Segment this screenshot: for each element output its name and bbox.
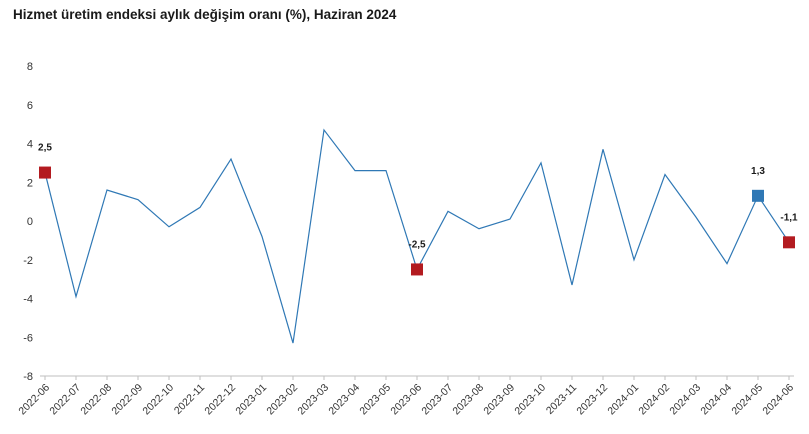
x-tick-label: 2023-12 (574, 382, 610, 418)
x-tick-label: 2023-04 (326, 382, 362, 418)
data-label: 1,3 (751, 166, 765, 177)
x-axis-ticks: 2022-062022-072022-082022-092022-102022-… (16, 376, 796, 417)
x-tick-label: 2022-09 (109, 382, 145, 418)
y-tick-label: 8 (27, 61, 33, 73)
highlight-markers: 2,5 -2,5 1,3 -1,1 (38, 143, 798, 276)
y-tick-label: -2 (23, 255, 33, 267)
x-tick-label: 2023-01 (233, 382, 269, 418)
x-tick-label: 2023-06 (388, 382, 424, 418)
x-tick-label: 2023-11 (544, 382, 579, 417)
x-tick-label: 2024-03 (667, 382, 703, 418)
x-tick-label: 2023-05 (357, 382, 393, 418)
highlight-marker (39, 166, 51, 179)
highlight-marker (783, 236, 795, 249)
x-tick-label: 2024-02 (636, 382, 672, 418)
x-tick-label: 2022-08 (78, 382, 114, 418)
x-tick-label: 2022-11 (172, 382, 207, 417)
x-tick-label: 2023-10 (512, 382, 548, 418)
y-tick-label: 0 (27, 216, 33, 228)
x-tick-label: 2023-03 (295, 382, 331, 418)
x-tick-label: 2024-04 (698, 382, 734, 418)
series-line (44, 128, 790, 344)
x-tick-label: 2024-01 (605, 382, 641, 418)
y-tick-label: -8 (23, 371, 33, 383)
data-label: -2,5 (408, 239, 426, 250)
x-tick-label: 2022-07 (47, 382, 83, 418)
x-tick-label: 2022-06 (16, 382, 52, 418)
y-tick-label: 4 (27, 139, 33, 151)
y-tick-label: -6 (23, 332, 33, 344)
x-tick-label: 2022-10 (140, 382, 176, 418)
highlight-marker (752, 189, 764, 202)
x-tick-label: 2024-05 (729, 382, 765, 418)
x-tick-label: 2024-06 (760, 382, 796, 418)
x-tick-label: 2023-09 (481, 382, 517, 418)
x-tick-label: 2023-07 (419, 382, 455, 418)
x-tick-label: 2023-08 (450, 382, 486, 418)
y-axis-ticks: 8 6 4 2 0 -2 -4 -6 -8 (23, 61, 33, 383)
y-tick-label: 6 (27, 100, 33, 112)
y-tick-label: -4 (23, 294, 33, 306)
data-label: 2,5 (38, 143, 52, 154)
x-tick-label: 2022-12 (202, 382, 238, 418)
y-tick-label: 2 (27, 177, 33, 189)
chart-title: Hizmet üretim endeksi aylık değişim oran… (13, 7, 397, 22)
highlight-marker (411, 263, 423, 276)
x-tick-label: 2023-02 (264, 382, 300, 418)
data-label: -1,1 (780, 212, 798, 223)
